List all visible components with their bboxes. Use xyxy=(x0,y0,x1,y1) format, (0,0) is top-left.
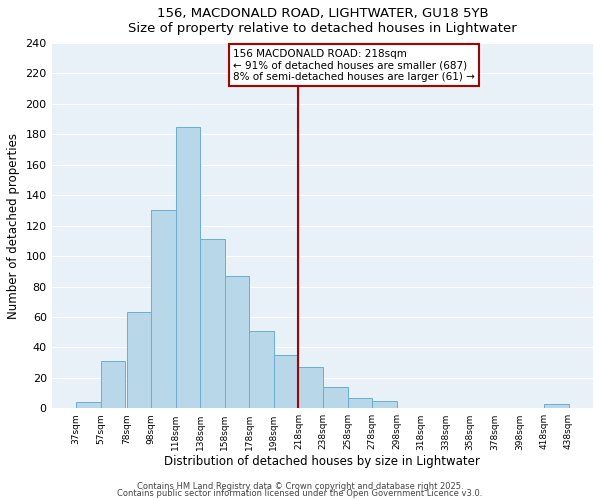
Bar xyxy=(298,367,323,408)
Bar xyxy=(76,402,101,408)
Bar xyxy=(225,276,249,408)
Bar xyxy=(323,387,347,408)
Bar xyxy=(347,398,372,408)
Bar xyxy=(127,312,151,408)
Text: 156 MACDONALD ROAD: 218sqm
← 91% of detached houses are smaller (687)
8% of semi: 156 MACDONALD ROAD: 218sqm ← 91% of deta… xyxy=(233,48,475,82)
Bar xyxy=(151,210,176,408)
Bar xyxy=(101,361,125,408)
Bar xyxy=(200,240,225,408)
X-axis label: Distribution of detached houses by size in Lightwater: Distribution of detached houses by size … xyxy=(164,455,480,468)
Y-axis label: Number of detached properties: Number of detached properties xyxy=(7,132,20,318)
Text: Contains public sector information licensed under the Open Government Licence v3: Contains public sector information licen… xyxy=(118,489,482,498)
Bar xyxy=(249,330,274,408)
Text: Contains HM Land Registry data © Crown copyright and database right 2025.: Contains HM Land Registry data © Crown c… xyxy=(137,482,463,491)
Bar xyxy=(372,400,397,408)
Bar xyxy=(544,404,569,408)
Title: 156, MACDONALD ROAD, LIGHTWATER, GU18 5YB
Size of property relative to detached : 156, MACDONALD ROAD, LIGHTWATER, GU18 5Y… xyxy=(128,7,517,35)
Bar xyxy=(176,126,200,408)
Bar xyxy=(274,355,298,408)
